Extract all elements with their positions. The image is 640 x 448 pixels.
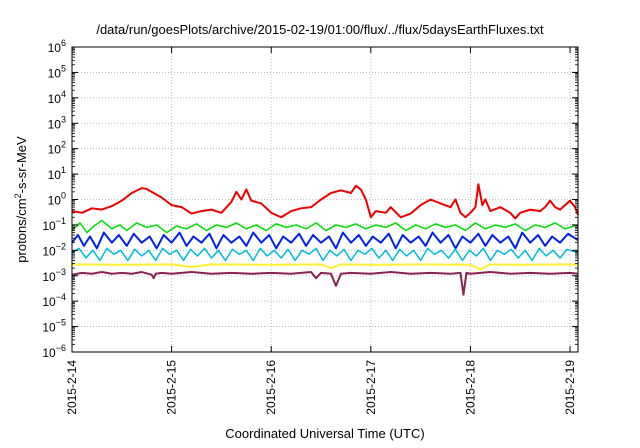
y-axis-label-sup: 2 xyxy=(13,193,23,198)
x-tick-label: 2015-2-18 xyxy=(463,360,477,415)
x-tick-labels: 2015-2-14 2015-2-15 2015-2-16 2015-2-17 2015… xyxy=(65,360,577,415)
series-line xyxy=(71,263,579,271)
y-tick-label: 101 xyxy=(48,165,66,182)
y-tick-label: 103 xyxy=(48,114,66,131)
tick-marks xyxy=(71,46,578,353)
grid-lines xyxy=(72,47,578,352)
x-tick-label: 2015-2-15 xyxy=(165,360,179,415)
series-lines xyxy=(71,183,579,296)
series-line xyxy=(71,219,579,234)
y-tick-label: 10−2 xyxy=(42,241,66,258)
y-tick-label: 104 xyxy=(48,89,66,106)
y-tick-label: 106 xyxy=(48,38,66,55)
y-axis-label: protons/cm2-s-sr-MeV xyxy=(13,136,29,263)
x-tick-label: 2015-2-16 xyxy=(264,360,278,415)
y-tick-label: 102 xyxy=(48,140,66,157)
y-tick-label: 100 xyxy=(48,191,66,208)
chart-title: /data/run/goesPlots/archive/2015-02-19/0… xyxy=(96,22,544,37)
series-line xyxy=(71,271,579,296)
y-tick-label: 10−3 xyxy=(42,267,66,284)
y-tick-label: 105 xyxy=(48,63,66,80)
y-axis-label-suffix: -s-sr-MeV xyxy=(14,136,29,193)
y-tick-labels: 10−6 10−5 10−4 10−3 10−2 10−1 100 101 102 103 104 1… xyxy=(42,38,66,360)
series-line xyxy=(71,231,579,250)
y-tick-label: 10−5 xyxy=(42,318,66,335)
series-line xyxy=(71,247,579,262)
y-tick-label: 10−1 xyxy=(42,216,66,233)
x-axis-label: Coordinated Universal Time (UTC) xyxy=(225,426,424,441)
series-line xyxy=(71,183,579,220)
y-axis-label-prefix: protons/cm xyxy=(14,198,29,262)
x-tick-label: 2015-2-17 xyxy=(364,360,378,415)
x-tick-label: 2015-2-14 xyxy=(65,360,79,415)
y-tick-label: 10−6 xyxy=(42,343,66,360)
y-tick-label: 10−4 xyxy=(42,292,66,309)
x-tick-label: 2015-2-19 xyxy=(563,360,577,415)
